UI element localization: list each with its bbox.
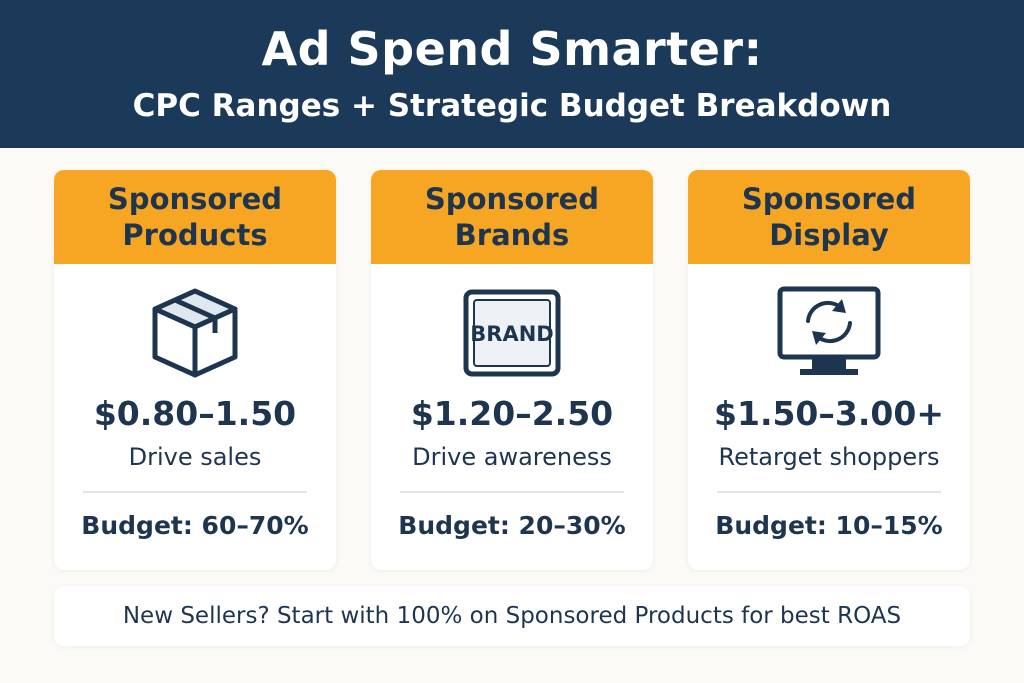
card-header: Sponsored Brands bbox=[371, 170, 653, 264]
cpc-range: $1.20–2.50 bbox=[410, 394, 614, 433]
budget-share: Budget: 60–70% bbox=[81, 511, 309, 540]
card-title-line1: Sponsored bbox=[107, 182, 283, 216]
divider bbox=[717, 491, 941, 493]
brand-icon: BRAND bbox=[463, 289, 561, 377]
page-subtitle: CPC Ranges + Strategic Budget Breakdown bbox=[132, 88, 892, 124]
card-sponsored-brands: Sponsored Brands BRAND $1.20–2.50 Drive … bbox=[371, 170, 653, 570]
box-icon bbox=[152, 288, 238, 378]
card-title-line1: Sponsored bbox=[424, 182, 600, 216]
card-sponsored-display: Sponsored Display $1.50–3.00+ Retarget s… bbox=[688, 170, 970, 570]
retarget-monitor-icon bbox=[777, 286, 881, 375]
card-header: Sponsored Display bbox=[688, 170, 970, 264]
card-goal: Drive sales bbox=[128, 443, 262, 471]
card-goal: Drive awareness bbox=[412, 443, 612, 471]
card-title-line2: Brands bbox=[454, 218, 570, 252]
footer-tip-text: New Sellers? Start with 100% on Sponsore… bbox=[122, 603, 902, 629]
card-title-line2: Products bbox=[122, 218, 268, 252]
card-title-line2: Display bbox=[769, 218, 889, 252]
divider bbox=[400, 491, 624, 493]
header-banner: Ad Spend Smarter: CPC Ranges + Strategic… bbox=[0, 0, 1024, 148]
budget-share: Budget: 20–30% bbox=[398, 511, 626, 540]
footer-tip: New Sellers? Start with 100% on Sponsore… bbox=[54, 586, 970, 646]
brand-icon-text: BRAND bbox=[470, 322, 553, 346]
cpc-range: $0.80–1.50 bbox=[93, 394, 297, 433]
cpc-range: $1.50–3.00+ bbox=[714, 394, 944, 433]
page-title: Ad Spend Smarter: bbox=[261, 22, 763, 76]
card-sponsored-products: Sponsored Products $0.80–1.50 Drive sale… bbox=[54, 170, 336, 570]
card-header: Sponsored Products bbox=[54, 170, 336, 264]
card-goal: Retarget shoppers bbox=[718, 443, 940, 471]
budget-share: Budget: 10–15% bbox=[715, 511, 943, 540]
card-title-line1: Sponsored bbox=[741, 182, 917, 216]
divider bbox=[83, 491, 307, 493]
